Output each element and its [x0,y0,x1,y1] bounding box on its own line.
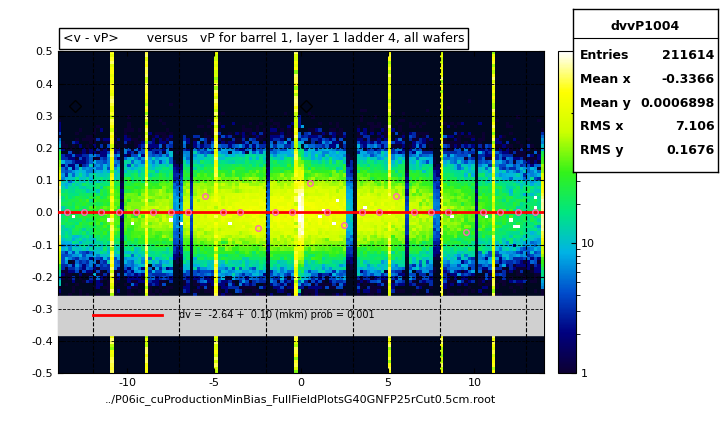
Text: Mean x: Mean x [580,73,631,86]
Text: Mean y: Mean y [580,97,631,110]
Text: dvvP1004: dvvP1004 [610,20,680,33]
Text: 0.1676: 0.1676 [666,144,715,157]
Text: 7.106: 7.106 [675,120,715,133]
Text: 0.0006898: 0.0006898 [641,97,715,110]
Text: -0.3366: -0.3366 [662,73,715,86]
Text: dv =  -2.64 +  0.10 (mkm) prob = 0.001: dv = -2.64 + 0.10 (mkm) prob = 0.001 [179,310,375,320]
Bar [58,296,544,335]
Text: Entries: Entries [580,49,629,62]
Text: RMS y: RMS y [580,144,624,157]
Text: <v - vP>       versus   vP for barrel 1, layer 1 ladder 4, all wafers: <v - vP> versus vP for barrel 1, layer 1… [63,32,464,45]
Text: RMS x: RMS x [580,120,624,133]
X-axis label: ../P06ic_cuProductionMinBias_FullFieldPlotsG40GNFP25rCut0.5cm.root: ../P06ic_cuProductionMinBias_FullFieldPl… [105,394,497,405]
Text: 211614: 211614 [663,49,715,62]
